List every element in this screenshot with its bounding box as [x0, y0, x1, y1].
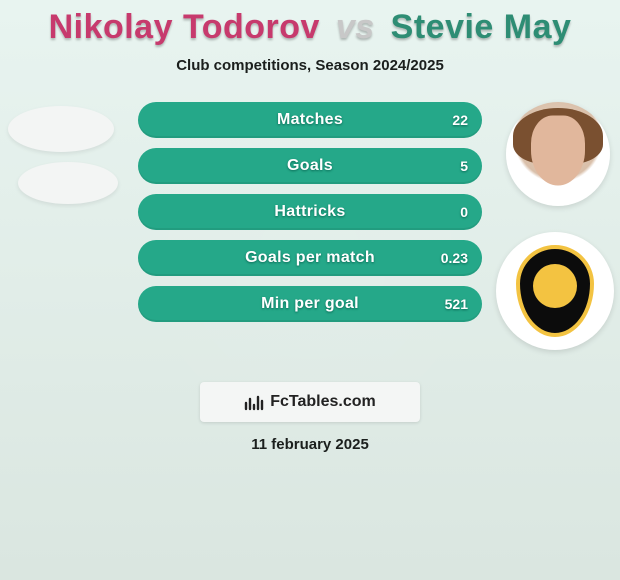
- stat-label: Hattricks: [274, 203, 345, 221]
- player1-name: Nikolay Todorov: [49, 8, 320, 46]
- shield-icon: [516, 245, 594, 337]
- brand-name: FcTables.com: [270, 393, 376, 411]
- stat-label: Goals: [287, 157, 333, 175]
- stat-value: 521: [445, 296, 468, 312]
- player2-club-crest: [496, 232, 614, 350]
- stat-value: 0: [460, 204, 468, 220]
- stat-value: 0.23: [441, 250, 468, 266]
- brand-badge: FcTables.com: [200, 382, 420, 422]
- stat-bar: Goals per match 0.23: [138, 240, 482, 276]
- stat-bar: Goals 5: [138, 148, 482, 184]
- stat-bar: Hattricks 0: [138, 194, 482, 230]
- stat-label: Min per goal: [261, 295, 359, 313]
- comparison-stage: Matches 22 Goals 5 Hattricks 0 Goals per…: [0, 102, 620, 362]
- stat-bar: Min per goal 521: [138, 286, 482, 322]
- player1-club-placeholder: [18, 162, 118, 204]
- vs-separator: vs: [336, 8, 375, 46]
- stat-value: 22: [452, 112, 468, 128]
- bars-icon: [244, 393, 264, 411]
- stat-label: Goals per match: [245, 249, 375, 267]
- stat-label: Matches: [277, 111, 343, 129]
- player1-avatar-placeholder: [8, 106, 114, 152]
- subtitle: Club competitions, Season 2024/2025: [0, 57, 620, 74]
- stat-value: 5: [460, 158, 468, 174]
- stat-bar: Matches 22: [138, 102, 482, 138]
- player2-name: Stevie May: [391, 8, 572, 46]
- player2-avatar: [506, 102, 610, 206]
- stat-bars: Matches 22 Goals 5 Hattricks 0 Goals per…: [138, 102, 482, 332]
- footer-date: 11 february 2025: [0, 436, 620, 453]
- page-title: Nikolay Todorov vs Stevie May: [0, 0, 620, 47]
